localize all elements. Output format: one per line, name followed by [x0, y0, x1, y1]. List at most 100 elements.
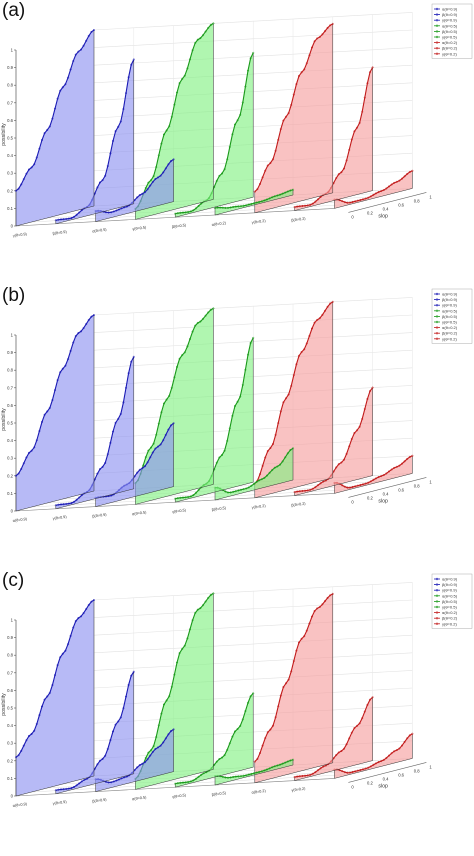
- series-marker: [132, 670, 135, 673]
- z-axis-label: possibility: [1, 123, 7, 146]
- legend-entry: α(θ=0.9): [442, 577, 458, 582]
- series-marker: [364, 482, 367, 485]
- series-marker: [144, 756, 147, 759]
- series-marker: [246, 69, 249, 72]
- series-marker: [311, 487, 314, 490]
- series-marker: [253, 760, 256, 763]
- legend: α(θ=0.9)β(θ=0.9)γ(θ=0.9)α(θ=0.5)β(θ=0.5)…: [431, 573, 473, 629]
- series-axis-label: β(θ=0.5): [211, 791, 226, 797]
- series-marker: [348, 737, 351, 740]
- series-marker: [14, 189, 17, 192]
- series-marker: [162, 703, 165, 706]
- series-marker: [223, 168, 226, 171]
- series-marker: [67, 502, 70, 505]
- series-marker: [292, 374, 295, 377]
- series-marker: [363, 710, 366, 713]
- series-axis-label: γ(θ=0.2): [291, 787, 306, 793]
- series-marker: [70, 217, 73, 220]
- series-marker: [192, 209, 195, 212]
- z-tick-label: 0.8: [7, 368, 13, 373]
- series-marker: [218, 758, 221, 761]
- slop-tick-label: 0.2: [367, 210, 373, 215]
- series-marker: [136, 766, 139, 769]
- chart-b-svg: 0 0.1 0.2 0.3 0.4 0.5 0.6 0.7 0.8 0.9 1 possibility…: [1, 288, 473, 523]
- series-marker: [303, 635, 306, 638]
- series-marker: [322, 480, 325, 483]
- series-marker: [174, 212, 177, 215]
- series-axis-label: α(θ=0.9): [12, 517, 27, 523]
- slop-tick-label: 0.4: [383, 206, 389, 211]
- z-tick-label: 0.3: [7, 741, 13, 746]
- series-marker: [411, 732, 414, 735]
- legend-entry: γ(θ=0.2): [442, 621, 457, 626]
- z-tick-label: 0.2: [7, 188, 13, 193]
- series-marker: [234, 205, 237, 208]
- series-line: [254, 23, 334, 193]
- series-marker: [335, 466, 338, 469]
- series-marker: [287, 112, 290, 115]
- legend: α(θ=0.9)β(θ=0.9)γ(θ=0.9)α(θ=0.5)β(θ=0.5)…: [431, 288, 473, 344]
- series-marker: [221, 775, 224, 778]
- series-marker: [191, 619, 194, 622]
- series-marker: [406, 737, 409, 740]
- series-line: [334, 733, 413, 774]
- series-marker: [38, 430, 41, 433]
- series-marker: [30, 732, 33, 735]
- series-marker: [241, 101, 244, 104]
- legend-marker: [435, 24, 439, 27]
- series-marker: [331, 592, 334, 595]
- series-marker: [274, 149, 277, 152]
- series-marker: [122, 401, 125, 404]
- series-marker: [401, 177, 404, 180]
- series-marker: [167, 733, 170, 736]
- series-marker: [271, 469, 274, 472]
- series-marker: [176, 782, 179, 785]
- series-marker: [390, 183, 393, 186]
- series-line: [55, 356, 135, 506]
- series-marker: [14, 474, 17, 477]
- series-marker: [284, 191, 287, 194]
- series-marker: [359, 483, 362, 486]
- series-marker: [117, 208, 120, 211]
- series-marker: [188, 58, 191, 61]
- series-marker: [132, 58, 135, 61]
- series-marker: [175, 661, 178, 664]
- series-marker: [54, 389, 57, 392]
- series-marker: [252, 482, 255, 485]
- series-marker: [54, 674, 57, 677]
- legend-entry: β(θ=0.2): [442, 46, 458, 51]
- series-marker: [212, 307, 215, 310]
- z-tick-label: 0.1: [7, 206, 13, 211]
- series-marker: [127, 372, 130, 375]
- series-marker: [169, 424, 172, 427]
- series-marker: [215, 461, 218, 464]
- series-marker: [65, 502, 68, 505]
- series-marker: [346, 201, 349, 204]
- series-marker: [266, 164, 269, 167]
- series-marker: [59, 656, 62, 659]
- series-marker: [403, 460, 406, 463]
- legend-marker: [435, 298, 439, 301]
- series-marker: [300, 637, 303, 640]
- series-marker: [157, 724, 160, 727]
- series-line: [15, 599, 95, 758]
- series-marker: [329, 302, 332, 305]
- series-marker: [245, 204, 248, 207]
- chart-panel-b: 0 0.1 0.2 0.3 0.4 0.5 0.6 0.7 0.8 0.9 1 possibility…: [0, 285, 474, 570]
- z-tick-label: 1: [11, 48, 14, 53]
- series-marker: [106, 453, 109, 456]
- legend-entry: α(θ=0.5): [442, 23, 458, 28]
- series-marker: [364, 767, 367, 770]
- series-marker: [224, 490, 227, 493]
- series-marker: [104, 461, 107, 464]
- series-marker: [256, 188, 259, 191]
- series-marker: [284, 456, 287, 459]
- series-marker: [72, 626, 75, 629]
- series-marker: [279, 763, 282, 766]
- series-marker: [324, 600, 327, 603]
- series-axis-labels: α(θ=0.9) γ(θ=0.9) β(θ=0.9) α(θ=0.5) γ(θ=0.5)…: [12, 787, 306, 808]
- series-marker: [286, 760, 289, 763]
- series-marker: [117, 778, 120, 781]
- series-marker: [372, 763, 375, 766]
- series-axis-label: α(θ=0.2): [211, 221, 226, 227]
